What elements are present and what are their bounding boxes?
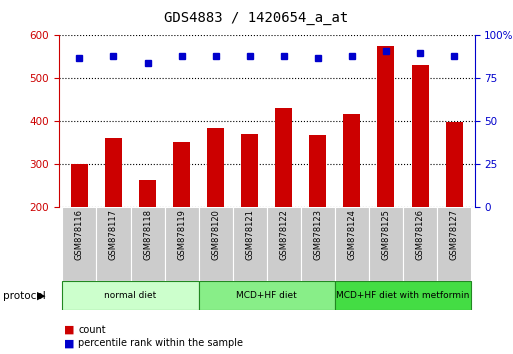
Bar [267, 207, 301, 281]
Bar [96, 207, 130, 281]
Bar [130, 207, 165, 281]
Text: MCD+HF diet with metformin: MCD+HF diet with metformin [337, 291, 470, 300]
Bar [301, 207, 335, 281]
Bar [369, 207, 403, 281]
Bar [71, 164, 88, 207]
Bar [335, 207, 369, 281]
Bar [446, 122, 463, 207]
Bar [378, 46, 394, 207]
Bar [165, 207, 199, 281]
Text: GDS4883 / 1420654_a_at: GDS4883 / 1420654_a_at [164, 11, 349, 25]
Bar [63, 281, 199, 310]
Bar [199, 281, 335, 310]
Bar [437, 207, 471, 281]
Text: GSM878119: GSM878119 [177, 209, 186, 260]
Bar [63, 207, 96, 281]
Bar [105, 138, 122, 207]
Text: ■: ■ [64, 325, 74, 335]
Bar [173, 142, 190, 207]
Text: MCD+HF diet: MCD+HF diet [236, 291, 297, 300]
Text: GSM878123: GSM878123 [313, 209, 322, 260]
Bar [139, 180, 156, 207]
Text: GSM878124: GSM878124 [347, 209, 357, 260]
Text: GSM878118: GSM878118 [143, 209, 152, 260]
Bar [275, 108, 292, 207]
Text: GSM878117: GSM878117 [109, 209, 118, 260]
Bar [335, 281, 471, 310]
Bar [241, 134, 258, 207]
Text: percentile rank within the sample: percentile rank within the sample [78, 338, 244, 348]
Text: GSM878121: GSM878121 [245, 209, 254, 260]
Text: ■: ■ [64, 338, 74, 348]
Bar [233, 207, 267, 281]
Text: GSM878126: GSM878126 [416, 209, 425, 260]
Text: GSM878127: GSM878127 [449, 209, 459, 260]
Bar [343, 114, 361, 207]
Text: GSM878120: GSM878120 [211, 209, 220, 260]
Bar [411, 65, 428, 207]
Text: ▶: ▶ [37, 291, 46, 301]
Bar [309, 136, 326, 207]
Text: GSM878125: GSM878125 [382, 209, 390, 260]
Text: GSM878116: GSM878116 [75, 209, 84, 260]
Bar [207, 128, 224, 207]
Text: protocol: protocol [3, 291, 45, 301]
Text: normal diet: normal diet [105, 291, 156, 300]
Text: GSM878122: GSM878122 [279, 209, 288, 260]
Bar [403, 207, 437, 281]
Bar [199, 207, 233, 281]
Text: count: count [78, 325, 106, 335]
